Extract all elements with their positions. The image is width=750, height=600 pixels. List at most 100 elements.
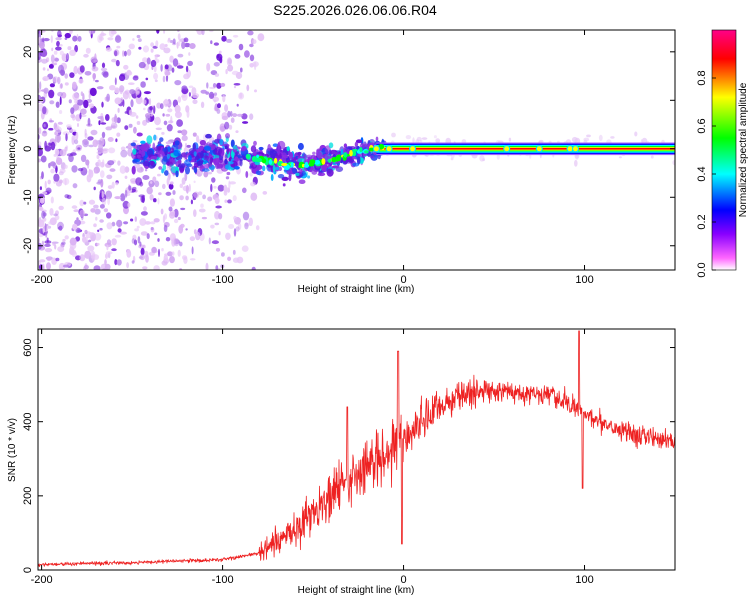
noise-blob <box>124 175 128 179</box>
noise-blob <box>128 92 131 100</box>
noise-blob <box>174 104 181 114</box>
halo-blob <box>634 131 638 137</box>
noise-blob <box>188 85 194 89</box>
noise-blob <box>45 223 49 227</box>
noise-blob <box>160 64 163 72</box>
noise-blob <box>123 50 127 57</box>
noise-blob <box>154 79 158 83</box>
signal-blob <box>288 174 292 182</box>
signal-blob <box>307 175 311 179</box>
noise-blob <box>84 229 88 235</box>
noise-blob <box>249 43 254 48</box>
noise-blob <box>143 91 151 95</box>
noise-blob <box>90 129 98 136</box>
signal-blob <box>186 144 191 148</box>
noise-blob <box>93 186 96 191</box>
noise-blob <box>231 70 239 76</box>
halo-blob <box>450 157 454 161</box>
noise-blob <box>44 223 47 232</box>
noise-blob <box>67 46 72 51</box>
noise-blob <box>232 249 236 255</box>
noise-blob <box>200 203 204 208</box>
noise-blob <box>77 167 84 172</box>
signal-blob <box>166 159 170 163</box>
ridge-peak-blob <box>321 158 326 165</box>
noise-blob <box>53 173 60 182</box>
noise-blob <box>115 138 118 143</box>
signal-blob <box>140 140 146 144</box>
noise-blob <box>208 237 211 245</box>
noise-blob <box>130 218 134 222</box>
noise-blob <box>89 87 97 97</box>
spectrogram-y-tick-label: -10 <box>22 189 34 205</box>
noise-blob <box>242 121 249 124</box>
halo-blob <box>435 138 441 143</box>
noise-blob <box>249 113 254 120</box>
signal-blob <box>270 174 274 181</box>
noise-blob <box>105 253 108 259</box>
noise-blob <box>138 61 146 69</box>
snr-panel: -200 -100 0 100 0 200 400 600 Height of straigh… <box>7 328 676 596</box>
signal-blob <box>332 165 340 169</box>
noise-blob <box>91 66 99 72</box>
noise-blob <box>227 64 234 72</box>
noise-blob <box>253 61 257 71</box>
noise-blob <box>48 120 55 123</box>
noise-blob <box>227 58 232 65</box>
signal-blob <box>195 155 200 161</box>
halo-blob <box>650 155 654 159</box>
noise-blob <box>247 30 254 36</box>
noise-blob <box>110 122 118 129</box>
noise-blob <box>233 228 237 237</box>
noise-blob <box>120 193 126 202</box>
noise-blob <box>177 96 182 103</box>
noise-blob <box>100 115 104 124</box>
noise-blob <box>122 90 129 100</box>
noise-blob <box>54 244 57 250</box>
signal-blob <box>204 163 209 170</box>
signal-blob <box>328 142 334 149</box>
noise-blob <box>164 71 171 76</box>
noise-blob <box>192 99 198 105</box>
colorbar-label: Normalized spectral amplitude <box>738 82 749 217</box>
noise-blob <box>177 249 181 257</box>
noise-blob <box>148 98 152 106</box>
signal-blob <box>174 140 180 146</box>
signal-blob <box>138 149 142 154</box>
noise-blob <box>183 73 190 80</box>
ridge-peak-blob <box>268 159 273 165</box>
signal-blob <box>226 171 231 176</box>
noise-blob <box>142 57 148 63</box>
noise-blob <box>88 239 92 243</box>
signal-blob <box>298 179 306 184</box>
noise-blob <box>192 132 197 137</box>
noise-blob <box>46 256 52 262</box>
noise-blob <box>137 236 141 244</box>
noise-blob <box>163 120 168 126</box>
noise-blob <box>116 219 123 227</box>
noise-blob <box>95 216 98 221</box>
noise-blob <box>236 103 239 107</box>
noise-blob <box>242 211 250 221</box>
noise-blob <box>88 30 96 35</box>
noise-blob <box>63 164 68 169</box>
noise-blob <box>45 231 48 238</box>
noise-blob <box>138 194 146 198</box>
snr-series-line <box>38 330 675 567</box>
noise-blob <box>140 231 148 236</box>
signal-blob <box>200 150 205 159</box>
noise-blob <box>217 184 225 192</box>
noise-blob <box>157 238 160 242</box>
spectrogram-x-tick-label: 0 <box>400 274 406 286</box>
noise-blob <box>93 265 101 270</box>
noise-blob <box>106 239 112 245</box>
noise-blob <box>162 215 166 224</box>
tone-hotspot <box>372 145 380 153</box>
signal-blob <box>281 176 289 181</box>
noise-blob <box>58 262 66 270</box>
signal-blob <box>258 146 264 151</box>
signal-blob <box>343 143 348 149</box>
noise-blob <box>229 110 233 117</box>
noise-blob <box>209 30 214 33</box>
signal-blob <box>297 158 305 163</box>
